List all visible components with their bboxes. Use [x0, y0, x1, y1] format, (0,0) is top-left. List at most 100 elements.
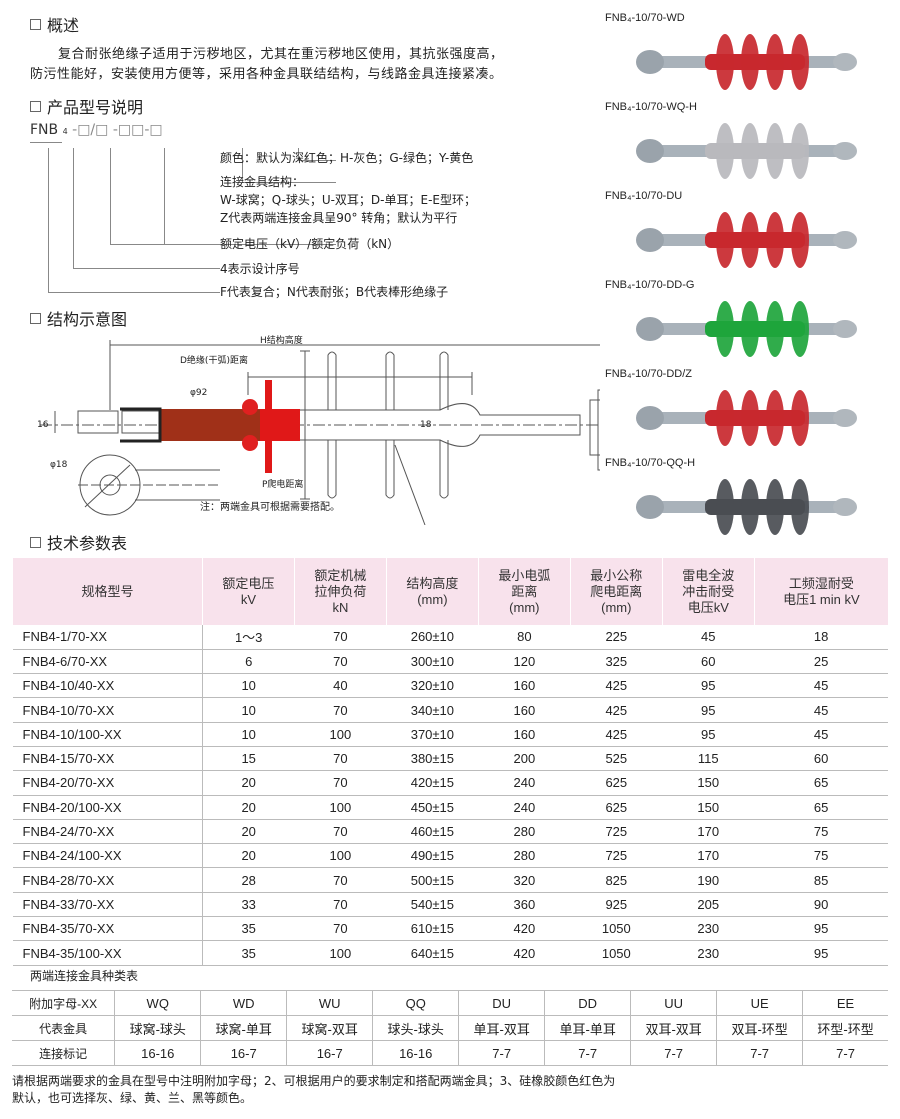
spec-cell: 10 — [202, 697, 295, 723]
spec-row: FNB4-24/70-XX 20 70 460±15 280 725 170 75 — [12, 819, 888, 845]
product-label: FNB₄-10/70-DU — [605, 190, 683, 202]
spec-cell: 60 — [754, 746, 888, 772]
spec-cell: 540±15 — [386, 892, 479, 918]
fittings-table: 附加字母-XX WQ WD WU QQ DU DD UU UE EE 代表金具 球窝-球头 球窝-单耳球… — [12, 990, 888, 1066]
spec-cell: 420 — [478, 940, 571, 966]
spec-cell: 725 — [570, 843, 663, 869]
model-fitting-z: Z代表两端连接金具呈90° 转角；默认为平行 — [220, 211, 458, 225]
fittings-title: 两端连接金具种类表 — [30, 969, 139, 983]
spec-cell: FNB4-24/70-XX — [12, 819, 203, 845]
spec-cell: 15 — [202, 746, 295, 772]
spec-row: FNB4-35/70-XX 35 70 610±15 420 1050 230 95 — [12, 916, 888, 942]
spec-cell: 525 — [570, 746, 663, 772]
fittings-cell: 7-7 — [544, 1040, 632, 1066]
product-label: FNB₄-10/70-WQ-H — [605, 101, 697, 113]
fittings-cell: 双耳-环型 — [716, 1015, 804, 1041]
fittings-cell: 附加字母-XX — [12, 990, 116, 1016]
spec-cell: FNB4-20/100-XX — [12, 795, 203, 820]
spec-cell: 825 — [570, 867, 663, 893]
spec-cell: 100 — [294, 940, 387, 966]
spec-cell: FNB4-10/40-XX — [12, 673, 203, 699]
spec-cell: 230 — [662, 916, 755, 942]
fittings-cell: UE — [716, 990, 804, 1016]
spec-cell: 725 — [570, 819, 663, 845]
spec-cell: 95 — [754, 940, 888, 966]
spec-cell: 360 — [478, 892, 571, 918]
spec-cell: 20 — [202, 795, 295, 820]
fittings-cell: 16-16 — [114, 1040, 202, 1066]
spec-cell: 420±15 — [386, 770, 479, 796]
spec-cell: 230 — [662, 940, 755, 966]
fittings-cell: EE — [802, 990, 888, 1016]
overview-text-1: 复合耐张绝缘子适用于污秽地区，尤其在重污秽地区使用，其抗张强度高， — [58, 47, 504, 62]
spec-cell: 70 — [294, 867, 387, 893]
spec-cell: 70 — [294, 746, 387, 772]
checkbox-bullet-icon — [30, 536, 41, 548]
spec-cell: 625 — [570, 795, 663, 820]
spec-cell: 35 — [202, 916, 295, 942]
fittings-cell: 环型-环型 — [802, 1015, 888, 1041]
fittings-cell: DU — [458, 990, 546, 1016]
spec-cell: 425 — [570, 697, 663, 723]
spec-cell: 205 — [662, 892, 755, 918]
spec-cell: 95 — [662, 722, 755, 747]
spec-row: FNB4-33/70-XX 33 70 540±15 360 925 205 90 — [12, 892, 888, 918]
spec-cell: 28 — [202, 867, 295, 893]
spec-cell: 325 — [570, 649, 663, 675]
spec-cell: 1050 — [570, 916, 663, 942]
spec-cell: FNB4-10/100-XX — [12, 722, 203, 747]
insulator-image — [636, 34, 857, 90]
spec-cell: 240 — [478, 795, 571, 820]
spec-cell: 640±15 — [386, 940, 479, 966]
spec-cell: 200 — [478, 746, 571, 772]
model-fitting-title: 连接金具结构： — [220, 175, 305, 189]
model-type: F代表复合；N代表耐张；B代表棒形绝缘子 — [220, 285, 449, 299]
spec-header-cell: 最小电弧 距离 (mm) — [477, 558, 571, 625]
spec-cell: 280 — [478, 819, 571, 845]
fittings-cell: 16-16 — [372, 1040, 460, 1066]
spec-cell: 190 — [662, 867, 755, 893]
spec-cell: 40 — [294, 673, 387, 699]
fittings-row: 附加字母-XX WQ WD WU QQ DU DD UU UE EE — [12, 990, 888, 1016]
spec-cell: FNB4-1/70-XX — [12, 625, 203, 650]
spec-header-cell: 最小公称 爬电距离 (mm) — [569, 558, 663, 625]
spec-row: FNB4-35/100-XX 35 100 640±15 420 1050 230 95 — [12, 940, 888, 966]
insulator-image — [636, 123, 857, 179]
spec-cell: 170 — [662, 843, 755, 869]
spec-header-cell: 结构高度 (mm) — [385, 558, 479, 625]
fittings-cell: WU — [286, 990, 374, 1016]
fittings-cell: 7-7 — [802, 1040, 888, 1066]
spec-cell: 10 — [202, 722, 295, 747]
insulator-image — [636, 212, 857, 268]
spec-cell: FNB4-33/70-XX — [12, 892, 203, 918]
spec-cell: 20 — [202, 819, 295, 845]
spec-cell: 80 — [478, 625, 571, 650]
dim16-label: 16 — [37, 420, 49, 430]
spec-cell: 95 — [662, 673, 755, 699]
spec-cell: 18 — [754, 625, 888, 650]
spec-cell: 300±10 — [386, 649, 479, 675]
spec-cell: 33 — [202, 892, 295, 918]
spec-header-cell: 额定机械 拉伸负荷 kN — [293, 558, 387, 625]
spec-cell: 70 — [294, 649, 387, 675]
spec-cell: 500±15 — [386, 867, 479, 893]
spec-cell: 625 — [570, 770, 663, 796]
spec-cell: FNB4-35/70-XX — [12, 916, 203, 942]
spec-cell: 100 — [294, 722, 387, 747]
spec-cell: 320 — [478, 867, 571, 893]
fittings-row: 代表金具 球窝-球头 球窝-单耳 球窝-双耳 球头-球头 单耳-双耳 单耳-单耳 双耳-双耳双… — [12, 1015, 888, 1041]
spec-cell: 425 — [570, 673, 663, 699]
insulator-image — [636, 479, 857, 535]
spec-cell: 90 — [754, 892, 888, 918]
fittings-cell: 16-7 — [200, 1040, 288, 1066]
spec-cell: 380±15 — [386, 746, 479, 772]
insulator-image — [636, 390, 857, 446]
fittings-cell: 单耳-单耳 — [544, 1015, 632, 1041]
spec-cell: 240 — [478, 770, 571, 796]
product-label: FNB₄-10/70-DD-G — [605, 279, 695, 291]
product-label: FNB₄-10/70-WD — [605, 12, 685, 24]
spec-cell: 150 — [662, 795, 755, 820]
spec-row: FNB4-10/70-XX 10 70 340±10 160 425 95 45 — [12, 697, 888, 723]
spec-cell: 70 — [294, 697, 387, 723]
spec-cell: 70 — [294, 916, 387, 942]
